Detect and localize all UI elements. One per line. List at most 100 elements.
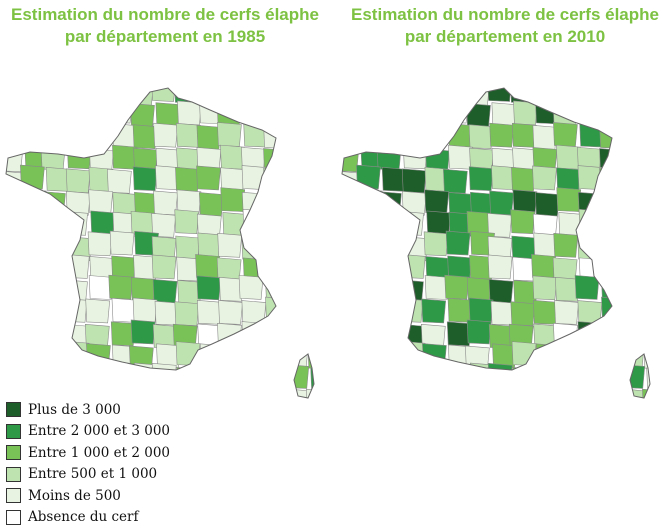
department-region bbox=[6, 301, 27, 327]
department-region bbox=[447, 297, 473, 323]
department-region bbox=[599, 214, 624, 240]
department-region bbox=[132, 166, 158, 191]
department-region bbox=[597, 321, 623, 346]
department-region bbox=[342, 190, 358, 216]
department-region bbox=[577, 165, 603, 190]
department-region bbox=[307, 257, 314, 283]
department-region bbox=[88, 189, 114, 215]
department-region bbox=[598, 231, 624, 257]
department-region bbox=[218, 390, 243, 398]
department-region bbox=[577, 300, 603, 325]
department-region bbox=[342, 102, 359, 128]
department-region bbox=[195, 254, 220, 279]
department-region bbox=[552, 88, 578, 104]
department-region bbox=[342, 368, 362, 393]
department-region bbox=[357, 101, 383, 127]
department-region bbox=[489, 387, 515, 398]
department-region bbox=[424, 189, 450, 215]
department-region bbox=[21, 231, 47, 256]
department-region bbox=[153, 122, 178, 148]
legend-swatch-absence bbox=[6, 509, 21, 525]
department-region bbox=[448, 123, 473, 148]
department-region bbox=[111, 297, 137, 323]
corsica-outline bbox=[293, 353, 315, 399]
department-region bbox=[6, 122, 22, 147]
department-region bbox=[112, 88, 138, 106]
department-region bbox=[358, 389, 384, 398]
department-region bbox=[44, 386, 70, 398]
department-region bbox=[262, 231, 288, 257]
department-region bbox=[422, 122, 448, 147]
department-region bbox=[644, 277, 650, 302]
department-region bbox=[575, 363, 601, 389]
department-region bbox=[6, 190, 22, 216]
department-region bbox=[401, 124, 427, 150]
department-region bbox=[640, 88, 650, 105]
department-region bbox=[359, 212, 385, 238]
department-region bbox=[342, 147, 359, 173]
department-region bbox=[644, 101, 650, 126]
department-region bbox=[217, 232, 243, 258]
department-region bbox=[19, 319, 44, 344]
department-region bbox=[644, 164, 650, 190]
department-region bbox=[376, 145, 402, 171]
department-region bbox=[6, 256, 27, 282]
department-region bbox=[18, 126, 44, 151]
department-region bbox=[265, 296, 290, 322]
department-region bbox=[380, 386, 406, 398]
department-region bbox=[623, 277, 648, 303]
department-region bbox=[263, 214, 288, 240]
department-region bbox=[342, 387, 361, 398]
department-region bbox=[23, 276, 49, 302]
department-region bbox=[175, 167, 200, 192]
department-region bbox=[6, 209, 22, 235]
department-region bbox=[112, 144, 137, 170]
legend-swatch-plus-3000 bbox=[6, 402, 21, 418]
legend-swatch-2000-3000 bbox=[6, 423, 21, 439]
department-region bbox=[466, 319, 492, 345]
department-region bbox=[174, 209, 200, 235]
department-region bbox=[243, 100, 269, 125]
department-region bbox=[510, 301, 536, 327]
department-region bbox=[558, 364, 584, 389]
department-region bbox=[379, 320, 405, 345]
department-region bbox=[90, 368, 116, 394]
department-region bbox=[263, 168, 288, 193]
department-region bbox=[599, 386, 625, 398]
department-region bbox=[645, 235, 650, 261]
department-region bbox=[575, 385, 601, 398]
department-region bbox=[553, 232, 579, 258]
department-region bbox=[532, 125, 558, 150]
department-region bbox=[286, 190, 312, 216]
department-region bbox=[578, 341, 604, 367]
department-region bbox=[264, 88, 290, 107]
department-region bbox=[599, 168, 624, 193]
department-region bbox=[288, 321, 313, 346]
department-region bbox=[360, 88, 385, 102]
department-region bbox=[308, 164, 314, 190]
france-outline bbox=[5, 87, 277, 371]
department-region bbox=[574, 275, 600, 300]
department-region bbox=[643, 212, 650, 237]
department-region bbox=[263, 386, 289, 398]
department-region bbox=[217, 322, 242, 348]
department-region bbox=[379, 345, 405, 371]
department-region bbox=[577, 235, 603, 261]
department-region bbox=[43, 99, 69, 124]
department-region bbox=[622, 234, 648, 260]
department-region bbox=[43, 345, 69, 371]
department-region bbox=[132, 124, 158, 149]
department-region bbox=[643, 143, 650, 168]
department-region bbox=[422, 101, 448, 126]
department-region bbox=[194, 88, 220, 106]
france-outline bbox=[341, 87, 613, 371]
legend-item: Entre 1 000 et 2 000 bbox=[6, 442, 170, 464]
department-region bbox=[308, 101, 314, 126]
department-region bbox=[554, 390, 579, 398]
department-region bbox=[424, 275, 450, 300]
department-region bbox=[342, 88, 358, 104]
department-region bbox=[576, 88, 601, 107]
department-region bbox=[261, 321, 287, 346]
department-region bbox=[40, 231, 66, 257]
department-region bbox=[40, 145, 66, 171]
